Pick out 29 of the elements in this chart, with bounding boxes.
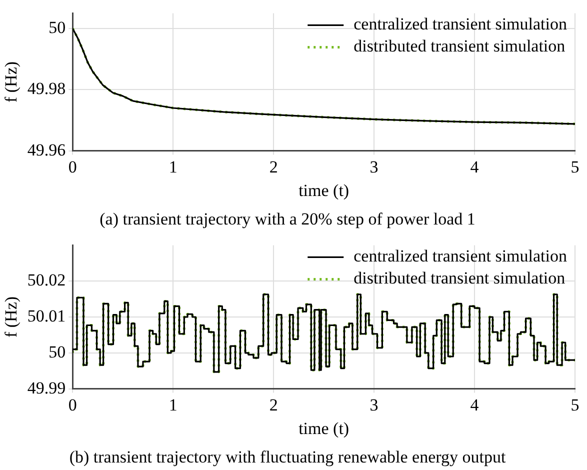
x-tick-label: 1	[168, 157, 178, 176]
text: (b) transient trajectory with fluctuating renewable energy output	[69, 447, 506, 466]
y-tick-label: 50.01	[27, 306, 66, 326]
y-tick-label: 49.99	[27, 378, 66, 398]
legend-label: distributed transient simulation	[354, 36, 566, 56]
x-tick-label: 5	[570, 157, 580, 176]
x-tick-label: 1	[168, 395, 178, 414]
y-tick-label: 49.98	[27, 79, 66, 98]
legend-label: distributed transient simulation	[354, 268, 566, 288]
legend-label: centralized transient simulation	[354, 246, 568, 266]
x-tick-label: 3	[370, 157, 378, 176]
x-tick-label: 0	[68, 395, 77, 414]
x-axis-title: time (t)	[298, 180, 350, 200]
x-tick-label: 5	[570, 395, 580, 414]
x-tick-label: 4	[470, 395, 480, 414]
y-tick-label: 50	[48, 18, 66, 37]
x-axis-title: time (t)	[298, 418, 350, 438]
y-axis-title: f (Hz)	[2, 296, 21, 338]
legend-label: centralized transient simulation	[354, 14, 568, 34]
x-tick-label: 2	[269, 157, 278, 176]
text: (a) transient trajectory with a 20% step of power load 1	[100, 209, 476, 228]
y-axis-title: f (Hz)	[2, 61, 21, 103]
x-tick-label: 3	[370, 395, 378, 414]
y-tick-label: 50	[48, 342, 66, 362]
y-tick-label: 49.96	[27, 140, 66, 160]
x-tick-label: 4	[470, 157, 480, 176]
y-tick-label: 50.02	[27, 270, 66, 290]
x-tick-label: 0	[68, 157, 77, 176]
x-tick-label: 2	[269, 395, 278, 414]
